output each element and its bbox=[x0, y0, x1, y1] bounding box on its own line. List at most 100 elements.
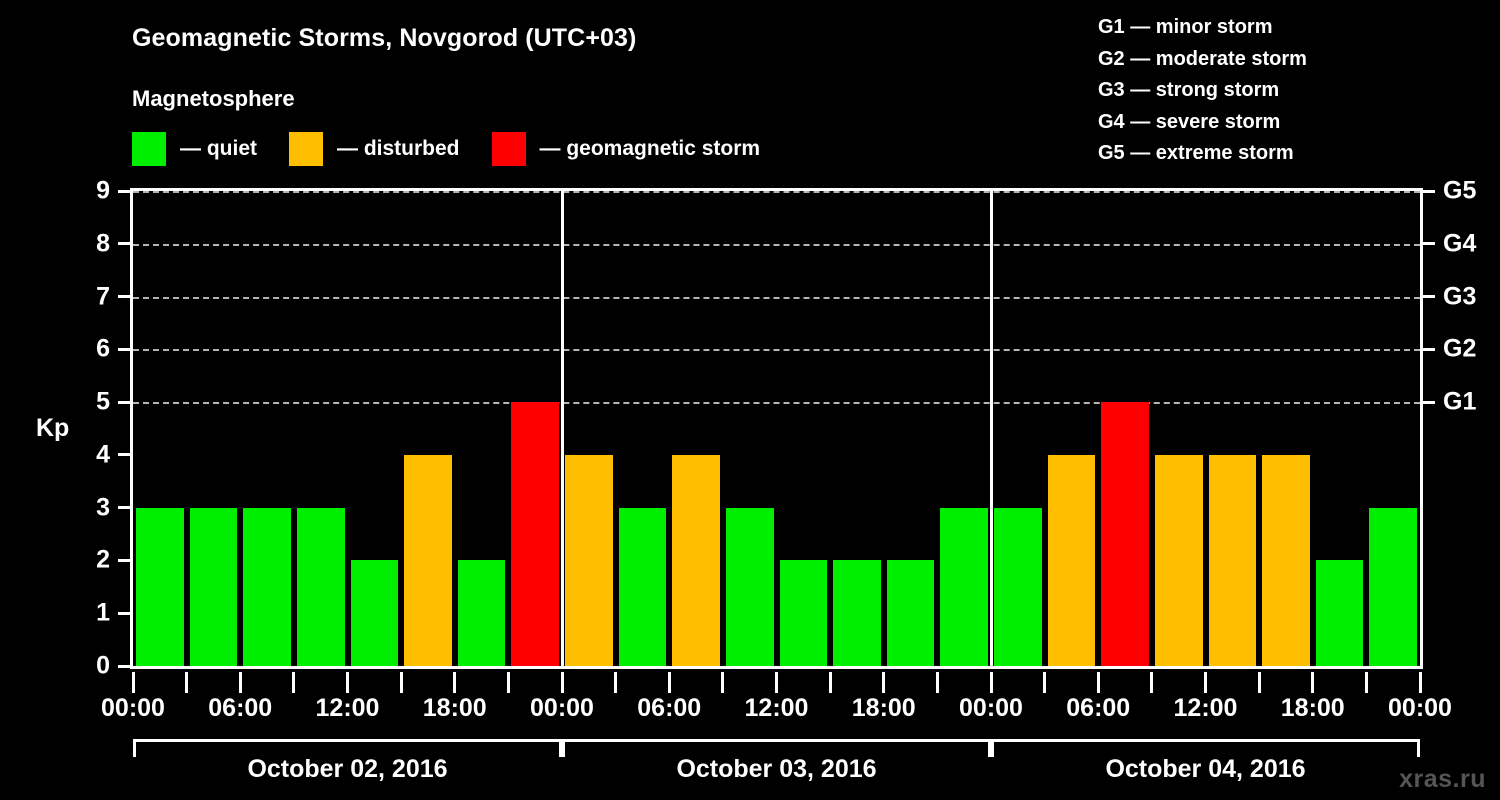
x-tick-mark bbox=[1418, 672, 1422, 693]
legend-item-quiet: — quiet bbox=[132, 132, 257, 166]
date-bracket bbox=[991, 739, 1420, 757]
x-tick-mark bbox=[882, 672, 886, 693]
bar bbox=[833, 560, 881, 666]
date-bracket bbox=[133, 739, 562, 757]
g-tick-label-g2: G2 bbox=[1443, 334, 1477, 363]
x-tick-mark bbox=[453, 672, 457, 693]
date-label: October 02, 2016 bbox=[247, 755, 448, 783]
g-tick-label-g1: G1 bbox=[1443, 387, 1477, 416]
legend-swatch-disturbed bbox=[289, 132, 323, 166]
y-tick-mark-9 bbox=[118, 189, 130, 193]
y-tick-mark-0 bbox=[118, 664, 130, 668]
date-label: October 03, 2016 bbox=[676, 755, 877, 783]
y-tick-mark-7 bbox=[118, 295, 130, 299]
x-tick-mark bbox=[775, 672, 778, 693]
color-legend: — quiet — disturbed — geomagnetic storm bbox=[132, 132, 760, 166]
y-tick-label-3: 3 bbox=[96, 493, 110, 522]
x-tick-label: 18:00 bbox=[422, 694, 487, 722]
x-tick-label: 12:00 bbox=[744, 694, 809, 722]
gridline-kp-9 bbox=[133, 191, 1420, 193]
x-tick-mark bbox=[560, 672, 564, 693]
bar bbox=[350, 560, 399, 666]
y-axis-label: Kp bbox=[36, 414, 70, 442]
watermark: xras.ru bbox=[1399, 765, 1486, 793]
bar bbox=[1208, 454, 1257, 666]
bar bbox=[672, 454, 720, 666]
y-tick-mark-3 bbox=[118, 506, 130, 510]
x-tick-mark bbox=[506, 672, 510, 693]
x-tick-label: 06:00 bbox=[208, 694, 273, 722]
y-tick-mark-6 bbox=[118, 347, 130, 351]
x-tick-mark bbox=[1311, 672, 1315, 693]
bar bbox=[940, 507, 988, 666]
x-tick-mark bbox=[399, 672, 403, 693]
gridline-kp-8 bbox=[133, 243, 1420, 246]
g-scale-row-g3: G3 — strong storm bbox=[1098, 79, 1280, 101]
bar bbox=[1047, 454, 1096, 666]
g-scale-row-g1: G1 — minor storm bbox=[1098, 16, 1273, 38]
legend-swatch-quiet bbox=[132, 132, 166, 166]
x-tick-mark bbox=[131, 672, 135, 693]
bar bbox=[1154, 454, 1203, 666]
x-tick-mark bbox=[1043, 672, 1047, 693]
day-divider bbox=[560, 191, 564, 666]
x-tick-label: 18:00 bbox=[851, 694, 916, 722]
bar bbox=[618, 507, 667, 666]
g-scale-row-g5: G5 — extreme storm bbox=[1098, 142, 1294, 164]
g-tick-mark-g3 bbox=[1423, 295, 1435, 299]
g-tick-label-g5: G5 bbox=[1443, 176, 1477, 205]
bar bbox=[404, 454, 452, 666]
legend-item-storm: — geomagnetic storm bbox=[491, 132, 761, 166]
date-bracket bbox=[562, 739, 991, 757]
y-tick-label-2: 2 bbox=[96, 545, 110, 574]
g-tick-label-g4: G4 bbox=[1443, 229, 1477, 258]
x-tick-label: 12:00 bbox=[315, 694, 380, 722]
chart-subtitle: Magnetosphere bbox=[132, 86, 295, 111]
bar bbox=[1315, 560, 1364, 666]
x-tick-mark bbox=[346, 672, 349, 693]
y-tick-label-6: 6 bbox=[96, 334, 110, 363]
x-tick-mark bbox=[667, 672, 671, 693]
x-tick-mark bbox=[721, 672, 725, 693]
legend-swatch-storm bbox=[491, 132, 526, 166]
y-tick-label-0: 0 bbox=[96, 651, 110, 680]
x-tick-mark bbox=[989, 672, 993, 693]
legend-label-storm: — geomagnetic storm bbox=[539, 137, 761, 160]
g-scale-row-g2: G2 — moderate storm bbox=[1098, 47, 1307, 70]
x-tick-mark bbox=[1096, 672, 1100, 693]
g-scale-row-g4: G4 — severe storm bbox=[1098, 110, 1281, 133]
y-tick-mark-5 bbox=[118, 400, 130, 404]
y-tick-label-9: 9 bbox=[96, 176, 110, 205]
bar bbox=[886, 560, 935, 666]
x-tick-label: 06:00 bbox=[637, 694, 702, 722]
y-tick-mark-4 bbox=[118, 453, 130, 457]
y-tick-label-5: 5 bbox=[96, 387, 110, 416]
x-tick-label: 00:00 bbox=[530, 694, 594, 722]
g-tick-mark-g1 bbox=[1423, 400, 1435, 404]
plot-frame bbox=[130, 188, 1423, 669]
x-tick-mark bbox=[1364, 672, 1368, 693]
g-tick-mark-g2 bbox=[1423, 347, 1435, 351]
y-tick-label-8: 8 bbox=[96, 229, 110, 258]
y-tick-mark-8 bbox=[118, 242, 130, 246]
page-title: Geomagnetic Storms, Novgorod (UTC+03) bbox=[132, 24, 637, 52]
x-tick-mark bbox=[1150, 672, 1154, 693]
bar bbox=[189, 507, 238, 666]
g-tick-label-g3: G3 bbox=[1443, 282, 1477, 311]
x-tick-label: 00:00 bbox=[1388, 694, 1452, 722]
y-tick-mark-1 bbox=[118, 611, 130, 615]
bar bbox=[296, 507, 345, 666]
bar bbox=[725, 507, 774, 666]
x-tick-label: 06:00 bbox=[1066, 694, 1131, 722]
x-tick-mark bbox=[828, 672, 832, 693]
bar bbox=[243, 507, 291, 666]
x-tick-label: 18:00 bbox=[1280, 694, 1345, 722]
x-tick-mark bbox=[614, 672, 618, 693]
x-tick-mark bbox=[1257, 672, 1261, 693]
x-tick-mark bbox=[292, 672, 296, 693]
y-tick-label-7: 7 bbox=[96, 282, 110, 311]
bar bbox=[1101, 402, 1149, 666]
bar bbox=[1262, 454, 1310, 666]
y-tick-label-4: 4 bbox=[96, 440, 110, 469]
